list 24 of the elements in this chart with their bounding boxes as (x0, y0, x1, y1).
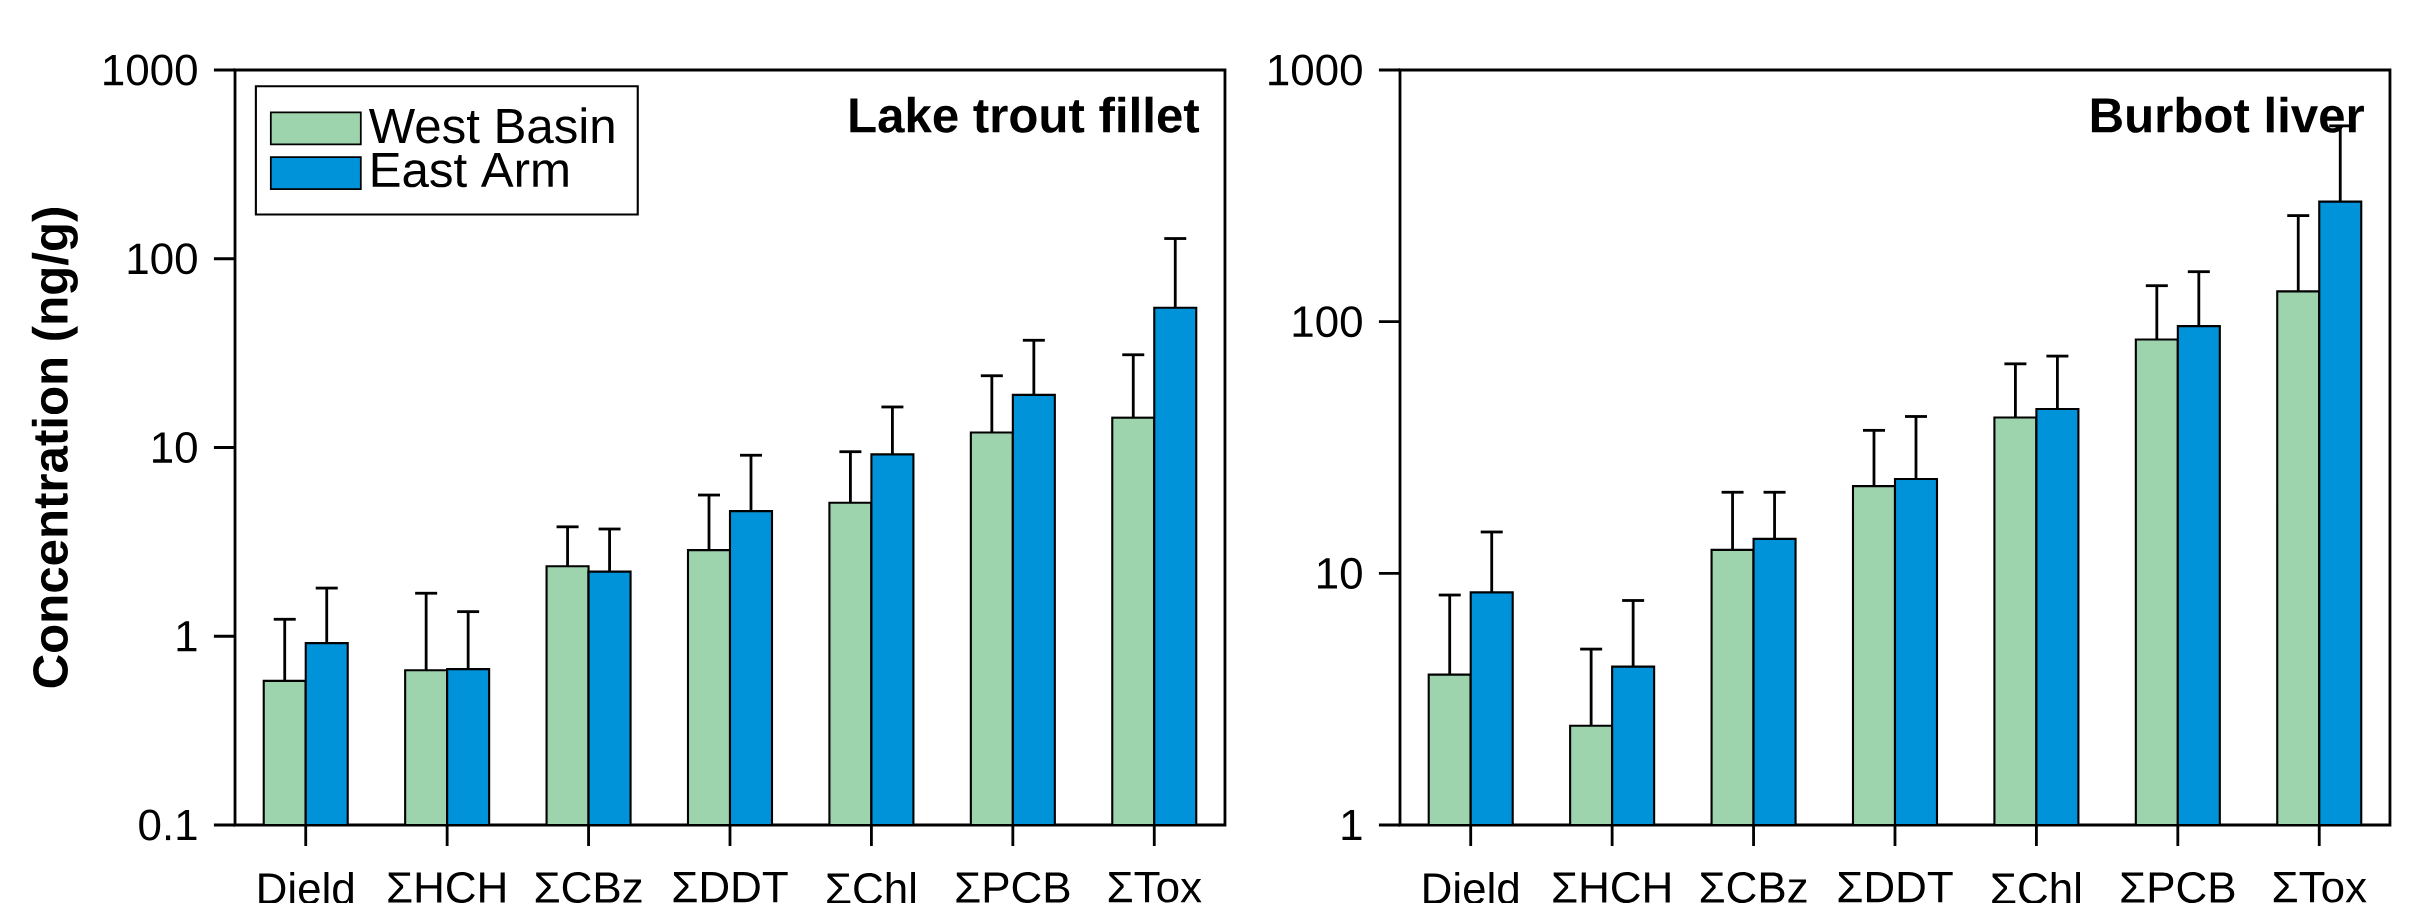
y-tick-label: 10 (1318, 557, 1362, 589)
y-tick-label: 1000 (104, 54, 197, 86)
y-tick-label: 100 (1293, 306, 1362, 338)
y-tick-label: 10 (153, 431, 197, 464)
y-tick-label: 1 (177, 621, 197, 652)
legend-label: East Arm (372, 153, 568, 188)
legend-label: West Basin (368, 107, 614, 144)
y-tick-label: 100 (128, 243, 197, 275)
x-tick-label: ΣCBz (535, 871, 642, 903)
y-axis-title: Concentration (ng/g) (31, 208, 78, 688)
x-tick-label: ΣPCB (2121, 871, 2235, 903)
x-tick-label: ΣHCH (1553, 871, 1670, 903)
chart-title: Lake trout fillet (850, 96, 1200, 133)
x-tick-label: ΣCBz (1700, 871, 1807, 903)
x-tick-label: ΣDDT (1838, 871, 1953, 903)
y-tick-label: 1000 (1269, 54, 1362, 86)
x-tick-label: ΣPCB (956, 871, 1070, 903)
x-tick-label: ΣTox (1108, 871, 1202, 903)
x-tick-label: ΣDDT (673, 871, 788, 903)
x-tick-label: ΣHCH (388, 871, 505, 903)
y-tick-label: 1 (1342, 809, 1362, 841)
y-tick-label: 0.1 (139, 809, 197, 841)
chart-title: Burbot liver (2091, 96, 2364, 133)
x-tick-label: ΣTox (2273, 871, 2367, 903)
